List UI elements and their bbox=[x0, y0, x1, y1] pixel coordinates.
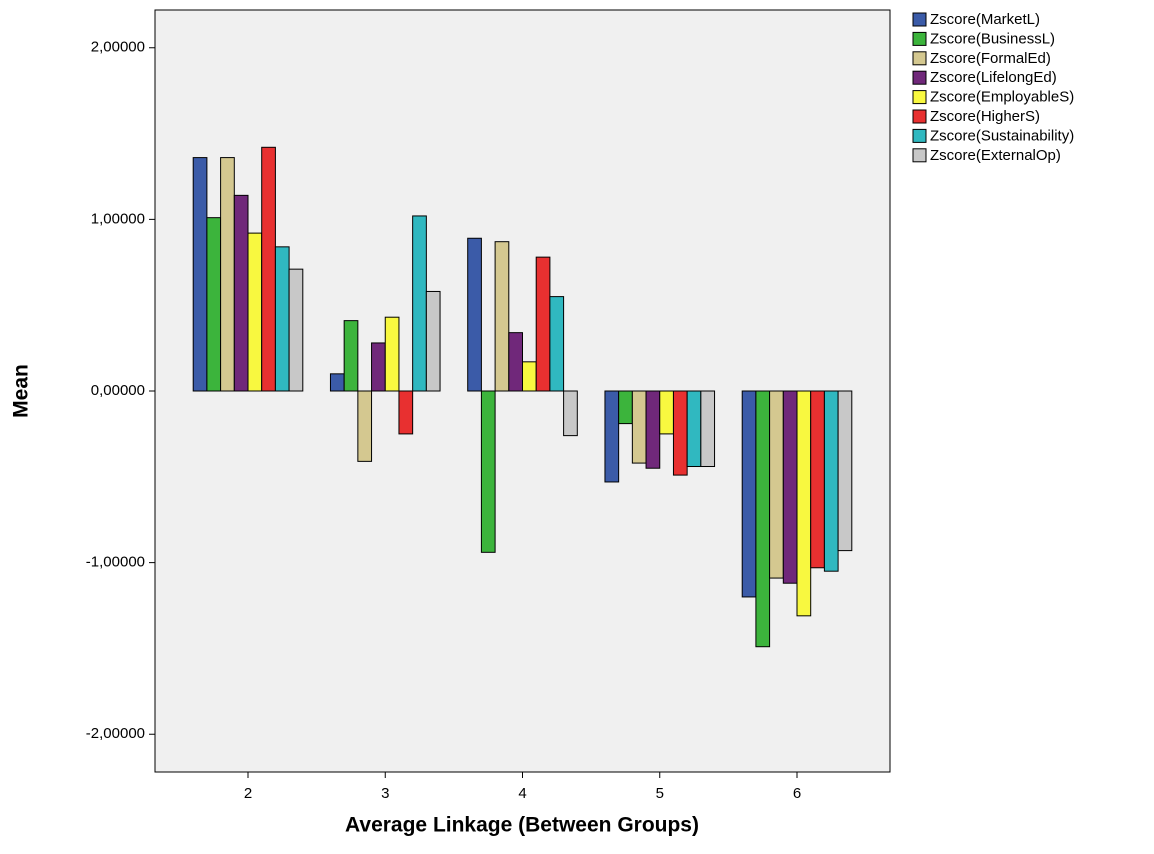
bar bbox=[220, 157, 235, 392]
legend-label: Zscore(HigherS) bbox=[930, 108, 1040, 125]
bar bbox=[782, 390, 798, 584]
bar bbox=[288, 268, 304, 392]
bar bbox=[467, 237, 482, 392]
bar bbox=[796, 390, 812, 617]
bar bbox=[425, 290, 441, 392]
x-tick-label: 3 bbox=[381, 785, 389, 802]
bar bbox=[384, 316, 400, 392]
y-tick-label: 2,00000 bbox=[91, 39, 145, 56]
bar bbox=[412, 215, 427, 392]
y-tick-label: -1,00000 bbox=[86, 554, 145, 571]
x-axis-title: Average Linkage (Between Groups) bbox=[345, 814, 699, 837]
bar bbox=[535, 256, 551, 392]
legend-label: Zscore(FormalEd) bbox=[930, 50, 1051, 67]
bar bbox=[480, 390, 496, 553]
legend-label: Zscore(BusinessL) bbox=[930, 30, 1055, 47]
bar bbox=[261, 146, 276, 392]
y-tick-label: -2,00000 bbox=[86, 725, 145, 742]
legend-swatch bbox=[912, 70, 927, 85]
legend-swatch bbox=[912, 148, 927, 163]
legend-swatch bbox=[912, 128, 927, 143]
x-tick-label: 4 bbox=[518, 785, 526, 802]
bar bbox=[274, 246, 290, 392]
x-tick-label: 5 bbox=[656, 785, 664, 802]
legend-swatch bbox=[912, 31, 927, 46]
bar bbox=[192, 157, 208, 392]
bar bbox=[206, 217, 222, 392]
bar bbox=[398, 390, 414, 435]
y-tick-label: 0,00000 bbox=[91, 382, 145, 399]
bar bbox=[645, 390, 661, 469]
bar bbox=[522, 361, 537, 392]
bar bbox=[659, 390, 674, 435]
bar bbox=[755, 390, 771, 648]
y-tick-label: 1,00000 bbox=[91, 210, 145, 227]
bar bbox=[672, 390, 688, 476]
legend-label: Zscore(ExternalOp) bbox=[930, 147, 1061, 164]
bar bbox=[357, 390, 373, 462]
bar bbox=[508, 332, 523, 392]
bar bbox=[837, 390, 853, 552]
bar bbox=[549, 296, 565, 392]
bar bbox=[604, 390, 620, 483]
bar bbox=[618, 390, 633, 425]
legend-label: Zscore(MarketL) bbox=[930, 11, 1040, 28]
legend-label: Zscore(EmployableS) bbox=[930, 89, 1074, 106]
x-tick-label: 2 bbox=[244, 785, 252, 802]
legend-swatch bbox=[912, 109, 927, 124]
legend-swatch bbox=[912, 12, 927, 27]
bar bbox=[741, 390, 757, 598]
bar bbox=[769, 390, 784, 579]
bar bbox=[563, 390, 578, 437]
bar bbox=[371, 342, 386, 392]
bar bbox=[233, 194, 249, 392]
bar bbox=[631, 390, 647, 464]
x-tick-label: 6 bbox=[793, 785, 801, 802]
bar bbox=[329, 373, 345, 392]
bar bbox=[686, 390, 702, 468]
legend-label: Zscore(Sustainability) bbox=[930, 127, 1074, 144]
bar bbox=[343, 320, 359, 392]
legend-label: Zscore(LifelongEd) bbox=[930, 69, 1057, 86]
bar bbox=[810, 390, 825, 569]
bar bbox=[494, 241, 510, 392]
bar bbox=[700, 390, 716, 468]
y-axis-title: Mean bbox=[10, 364, 33, 418]
legend-swatch bbox=[912, 90, 927, 105]
bar bbox=[247, 232, 263, 392]
bar bbox=[823, 390, 839, 572]
legend-swatch bbox=[912, 51, 927, 66]
